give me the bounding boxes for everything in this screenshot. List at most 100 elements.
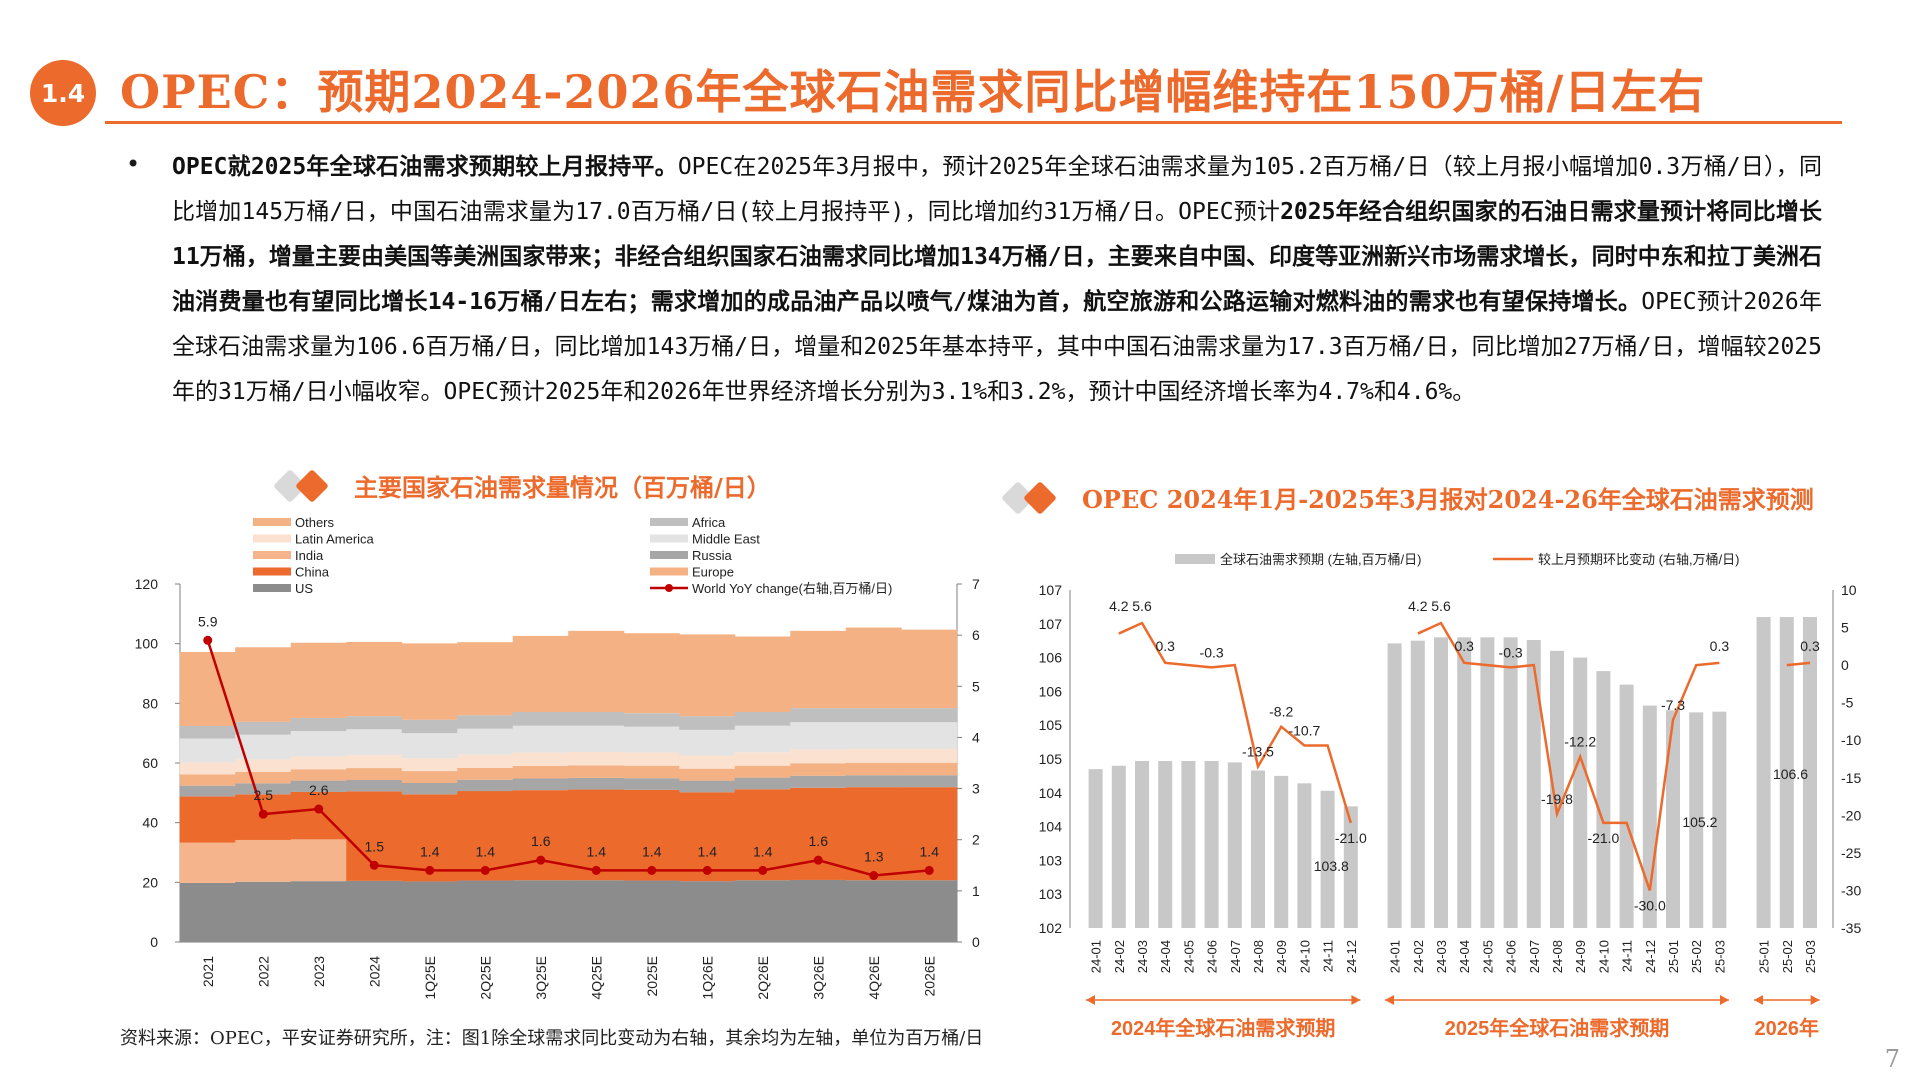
stack-bar-latin-america bbox=[623, 752, 680, 766]
page-title: OPEC：预期2024-2026年全球石油需求同比增幅维持在150万桶/日左右 bbox=[120, 65, 1706, 119]
yoy-point bbox=[536, 855, 546, 865]
stack-bar-india bbox=[235, 839, 292, 882]
x-tick-label: 4Q25E bbox=[588, 956, 604, 1000]
forecast-bar bbox=[1756, 617, 1771, 928]
page-number: 7 bbox=[1884, 1045, 1900, 1073]
stack-bar-russia bbox=[235, 783, 292, 795]
stack-bar-middle-east bbox=[512, 725, 569, 753]
stack-bar-russia bbox=[568, 777, 625, 790]
stack-bar-europe bbox=[346, 768, 403, 781]
y-tick-label: 107 bbox=[1039, 616, 1063, 632]
forecast-bar bbox=[1410, 640, 1425, 928]
x-tick-label: 25-01 bbox=[1757, 940, 1772, 973]
stack-bar-africa bbox=[623, 713, 680, 727]
forecast-bar bbox=[1227, 762, 1242, 928]
revision-data-label: 0.3 bbox=[1710, 638, 1730, 654]
y-tick-label: 0 bbox=[150, 934, 158, 950]
x-tick-label: 2022 bbox=[255, 956, 271, 987]
yoy-data-label: 1.6 bbox=[809, 833, 829, 849]
forecast-bar bbox=[1666, 710, 1680, 928]
legend-swatch bbox=[253, 567, 291, 576]
x-tick-label: 24-05 bbox=[1181, 940, 1196, 973]
y2-tick-label: 5 bbox=[972, 678, 980, 694]
stack-bar-latin-america bbox=[290, 756, 347, 770]
revision-data-label: -8.2 bbox=[1269, 704, 1293, 720]
yoy-point bbox=[591, 865, 601, 875]
stack-bar-us bbox=[734, 880, 791, 942]
forecast-bar bbox=[1596, 671, 1611, 928]
stack-bar-china bbox=[457, 791, 514, 881]
x-tick-label: 24-01 bbox=[1388, 940, 1403, 973]
group-label: 2024年全球石油需求预期 bbox=[1111, 1016, 1336, 1040]
x-tick-label: 2024 bbox=[366, 956, 382, 987]
stack-bar-latin-america bbox=[790, 749, 847, 764]
x-tick-label: 24-05 bbox=[1480, 940, 1495, 973]
legend-label: Others bbox=[295, 515, 335, 530]
stack-bar-middle-east bbox=[734, 725, 791, 753]
chart1-heading: 主要国家石油需求量情况（百万桶/日） bbox=[272, 468, 771, 503]
stack-bar-africa bbox=[845, 708, 902, 723]
x-tick-label: 2Q26E bbox=[755, 956, 771, 1000]
y-tick-label: 102 bbox=[1039, 920, 1063, 936]
y-tick-label: 40 bbox=[142, 815, 158, 831]
yoy-data-label: 1.3 bbox=[864, 849, 884, 865]
legend-swatch bbox=[253, 551, 291, 559]
yoy-data-label: 2.6 bbox=[309, 782, 329, 798]
yoy-data-label: 1.4 bbox=[642, 843, 662, 859]
x-tick-label: 24-09 bbox=[1573, 940, 1588, 973]
summary-detail-2: OPEC预计2026年全球石油需求量为106.6百万桶/日，同比增加143万桶/… bbox=[172, 289, 1822, 405]
x-tick-label: 2Q25E bbox=[477, 956, 493, 1000]
stack-bar-africa bbox=[512, 711, 569, 726]
yoy-point bbox=[369, 860, 379, 870]
x-tick-label: 24-07 bbox=[1228, 940, 1243, 973]
stack-bar-africa bbox=[901, 708, 958, 723]
y2-tick-label: -35 bbox=[1841, 920, 1861, 936]
x-tick-label: 24-12 bbox=[1344, 940, 1359, 973]
chart1-title: 主要国家石油需求量情况（百万桶/日） bbox=[354, 473, 771, 502]
stack-bar-us bbox=[179, 882, 236, 942]
stack-bar-russia bbox=[623, 778, 680, 790]
stack-bar-us bbox=[790, 879, 847, 942]
revision-data-label: 0.3 bbox=[1155, 638, 1175, 654]
yoy-point bbox=[203, 635, 213, 645]
stack-bar-africa bbox=[679, 716, 736, 730]
stack-bar-russia bbox=[346, 780, 403, 792]
stack-bar-others bbox=[790, 630, 847, 709]
stack-bar-us bbox=[401, 881, 458, 942]
yoy-data-label: 1.4 bbox=[476, 843, 496, 859]
forecast-bar bbox=[1135, 761, 1149, 928]
bar-value-label: 103.8 bbox=[1314, 858, 1349, 874]
stack-bar-africa bbox=[457, 715, 514, 729]
forecast-bar bbox=[1779, 617, 1794, 928]
title-underline bbox=[105, 121, 1842, 124]
legend-swatch bbox=[253, 518, 291, 526]
bullet-point: • bbox=[126, 150, 141, 178]
stack-bar-europe bbox=[401, 771, 458, 783]
stack-bar-russia bbox=[734, 777, 791, 790]
stack-bar-others bbox=[901, 629, 958, 709]
stack-bar-us bbox=[290, 881, 347, 942]
y-tick-label: 20 bbox=[142, 874, 158, 890]
legend-swatch bbox=[253, 584, 291, 592]
stack-bar-middle-east bbox=[346, 729, 403, 755]
x-tick-label: 24-10 bbox=[1596, 940, 1611, 973]
x-tick-label: 24-11 bbox=[1321, 940, 1336, 972]
y2-tick-label: 7 bbox=[972, 576, 980, 592]
x-tick-label: 24-04 bbox=[1158, 940, 1173, 973]
x-tick-label: 3Q25E bbox=[533, 956, 549, 1000]
stack-bar-middle-east bbox=[401, 733, 458, 759]
stack-bar-africa bbox=[346, 716, 403, 730]
stack-bar-russia bbox=[790, 775, 847, 788]
legend-label: China bbox=[295, 565, 330, 580]
yoy-data-label: 1.4 bbox=[420, 843, 440, 859]
legend-swatch bbox=[650, 551, 688, 559]
forecast-bar bbox=[1274, 775, 1289, 928]
stack-bar-us bbox=[457, 880, 514, 942]
yoy-data-label: 1.6 bbox=[531, 833, 551, 849]
stack-bar-others bbox=[734, 636, 791, 712]
x-tick-label: 2021 bbox=[200, 956, 216, 987]
legend-label: US bbox=[295, 581, 313, 596]
yoy-data-label: 1.5 bbox=[365, 838, 385, 854]
forecast-bar bbox=[1526, 640, 1541, 928]
